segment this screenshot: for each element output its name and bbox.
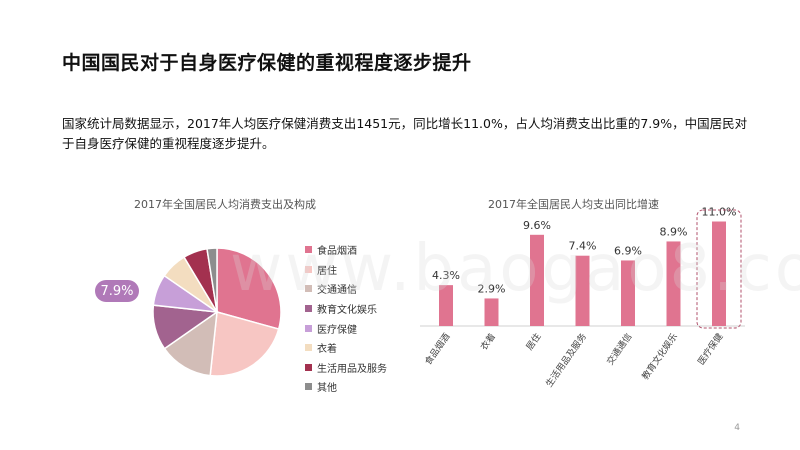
legend-item: 教育文化娱乐: [305, 299, 387, 319]
bar-1: [439, 285, 453, 326]
bar-6: [666, 241, 681, 326]
legend-label: 生活用品及服务: [317, 363, 387, 375]
bar-data-label: 9.6%: [523, 219, 551, 232]
slide-title: 中国国民对于自身医疗保健的重视程度逐步提升: [62, 52, 472, 74]
bar-5: [621, 260, 635, 326]
legend-item: 居住: [305, 260, 387, 280]
bar-chart-title: 2017年全国居民人均支出同比增速: [488, 198, 659, 211]
bar-data-label: 4.3%: [432, 269, 460, 282]
pie-slice-1: [216, 247, 282, 331]
legend-swatch: [305, 324, 312, 332]
bar-category-label: 衣着: [478, 331, 498, 353]
legend-swatch: [305, 285, 312, 293]
bar-data-label: 8.9%: [660, 225, 688, 238]
bar-2: [484, 298, 499, 326]
legend-label: 衣着: [317, 344, 337, 356]
bar-category-label: 教育文化娱乐: [639, 331, 680, 382]
bar-category-label: 医疗保健: [695, 331, 725, 367]
legend-item: 交通通信: [305, 279, 387, 299]
legend-label: 交通通信: [317, 285, 357, 297]
legend-swatch: [305, 344, 312, 352]
legend-swatch: [305, 246, 312, 254]
legend-label: 教育文化娱乐: [317, 305, 377, 317]
pie-slice-3: [163, 310, 218, 377]
legend-item: 食品烟酒: [305, 240, 387, 260]
legend-item: 生活用品及服务: [305, 358, 387, 378]
legend-label: 食品烟酒: [317, 246, 357, 258]
legend-swatch: [305, 265, 312, 273]
legend-item: 医疗保健: [305, 318, 387, 338]
bar-7: [712, 221, 726, 326]
legend-label: 居住: [317, 265, 337, 277]
bar-category-label: 生活用品及服务: [543, 331, 589, 390]
legend-label: 其他: [317, 383, 337, 395]
legend-swatch: [305, 305, 312, 313]
legend-swatch: [305, 383, 312, 391]
pie-highlight-callout: 7.9%: [95, 280, 139, 302]
bar-category-label: 交通通信: [604, 331, 634, 367]
legend-item: 衣着: [305, 338, 387, 358]
bar-data-label: 2.9%: [478, 282, 506, 295]
pie-chart-title: 2017年全国居民人均消费支出及构成: [134, 198, 316, 211]
pie-slice-8: [206, 247, 218, 313]
legend-item: 其他: [305, 377, 387, 397]
bar-highlight-box: [696, 209, 742, 329]
pie-slice-2: [209, 311, 280, 377]
pie-legend: 食品烟酒居住交通通信教育文化娱乐 医疗保健衣着生活用品及服务 其他: [305, 240, 387, 397]
bar-3: [530, 234, 544, 326]
bar-data-label: 7.4%: [569, 240, 597, 253]
legend-label: 医疗保健: [317, 324, 357, 336]
page-number: 4: [734, 423, 740, 433]
bar-category-label: 居住: [523, 331, 543, 353]
bar-data-label: 11.0%: [702, 206, 737, 219]
slide-body-text: 国家统计局数据显示，2017年人均医疗保健消费支出1451元，同比增长11.0%…: [62, 116, 748, 151]
bar-4: [575, 255, 590, 326]
legend-swatch: [305, 363, 312, 371]
bar-data-label: 6.9%: [614, 244, 642, 257]
bar-category-label: 食品烟酒: [422, 331, 452, 367]
